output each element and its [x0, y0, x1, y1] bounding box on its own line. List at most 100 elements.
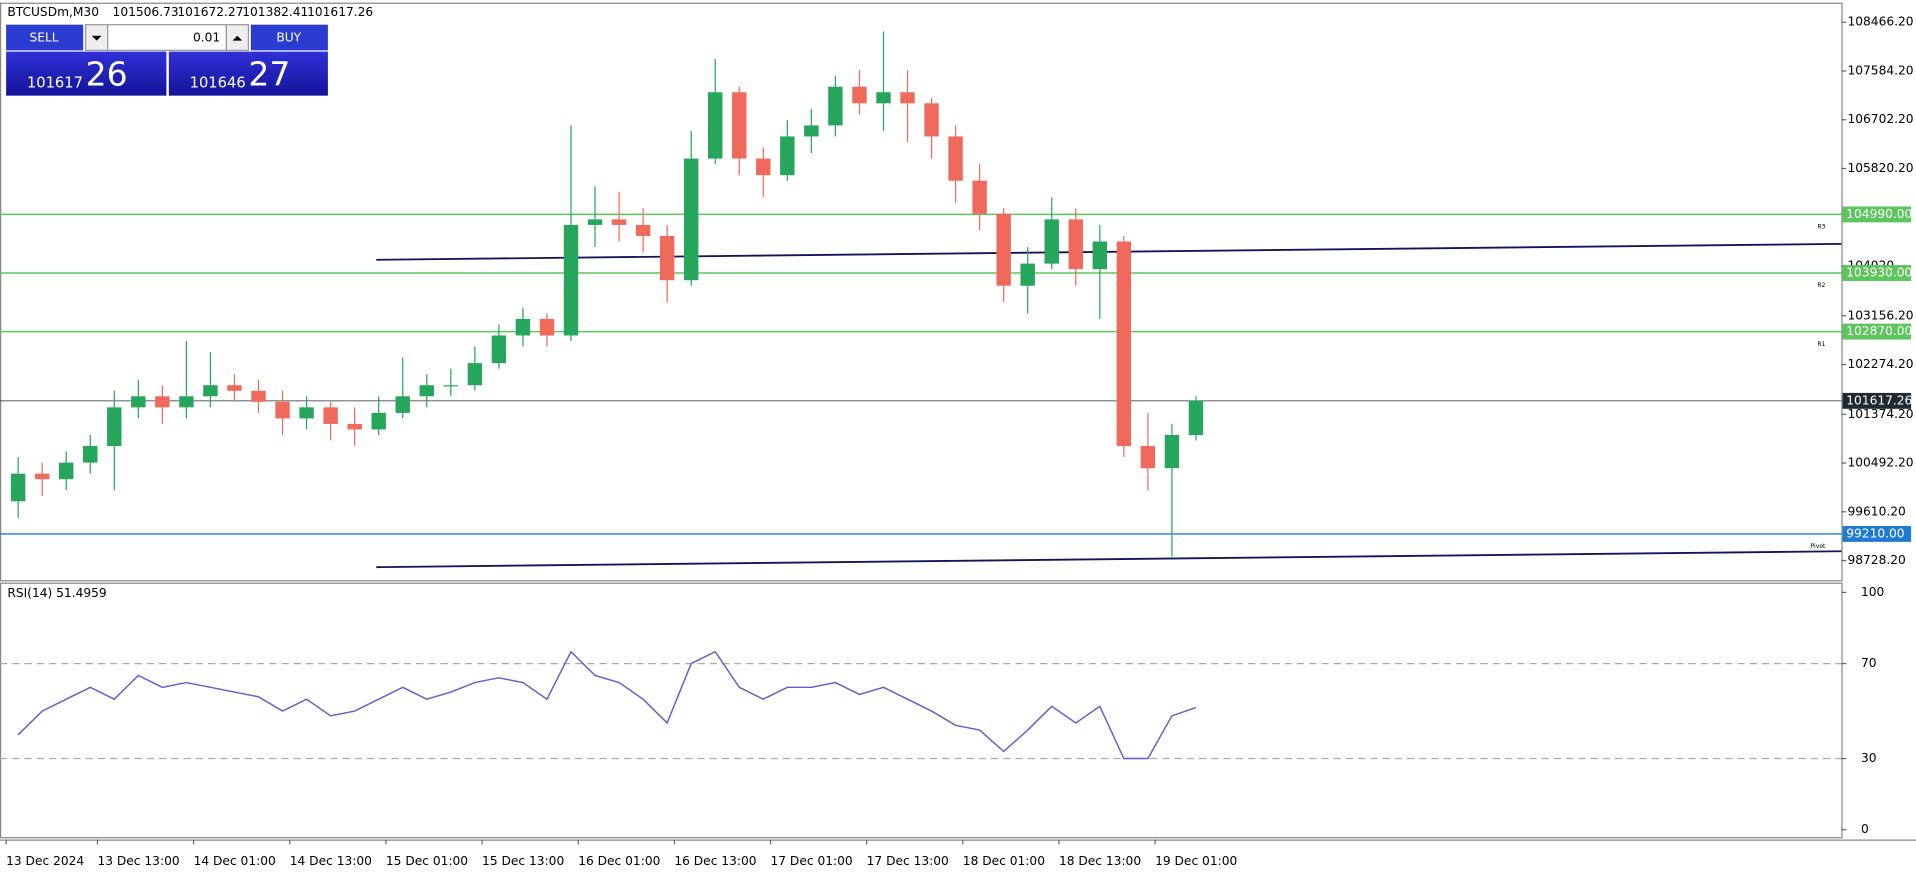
level-label: 102870.00 — [1846, 324, 1912, 338]
candle-body — [876, 92, 891, 104]
y-tick-label: 106702.20 — [1847, 112, 1913, 126]
buy-label[interactable]: BUY — [276, 31, 301, 45]
x-tick-label: 14 Dec 13:00 — [290, 854, 372, 868]
trendline — [376, 242, 1842, 261]
level-label: 101617.26 — [1846, 393, 1912, 407]
x-tick-label: 16 Dec 01:00 — [578, 854, 660, 868]
candle-body — [371, 412, 386, 430]
candle-body — [924, 103, 939, 137]
candle-body — [900, 92, 915, 104]
level-label-box — [1842, 323, 1912, 340]
rsi-tick-label: 0 — [1861, 822, 1869, 836]
candle-body — [1020, 263, 1035, 286]
candle-body — [683, 158, 699, 281]
bid-pips[interactable]: 26 — [86, 55, 128, 94]
candle-body — [131, 396, 146, 408]
candle-body — [323, 407, 338, 424]
y-tick-label: 107584.20 — [1847, 63, 1913, 77]
volume-value[interactable]: 0.01 — [193, 31, 220, 45]
level-label-box — [1842, 525, 1912, 542]
x-tick-label: 17 Dec 13:00 — [867, 854, 949, 868]
y-tick-label: 103156.20 — [1847, 308, 1913, 322]
x-tick-label: 17 Dec 01:00 — [771, 854, 853, 868]
sell-button[interactable] — [6, 24, 84, 51]
level-label: 104990.00 — [1846, 207, 1912, 221]
ohlc-open: 101506.73 — [113, 5, 179, 19]
trendline — [376, 550, 1842, 569]
candle-body — [756, 158, 771, 176]
y-tick-label: 98728.20 — [1847, 553, 1905, 567]
level-name: Pivot — [1810, 543, 1826, 550]
y-tick-label: 100492.20 — [1847, 456, 1913, 470]
ask-pips[interactable]: 27 — [248, 55, 290, 94]
candle-body — [515, 318, 531, 336]
candle-body — [852, 86, 867, 104]
rsi-tick-label: 30 — [1861, 751, 1877, 765]
x-tick-label: 18 Dec 01:00 — [963, 854, 1045, 868]
level-label-box — [1842, 265, 1912, 281]
bid-box[interactable] — [6, 51, 167, 96]
ask-main[interactable]: 101646 — [190, 74, 246, 91]
candle-body — [828, 86, 843, 126]
candle-body — [659, 235, 675, 281]
candle-body — [1092, 241, 1108, 270]
ohlc-low: 101382.41 — [242, 5, 308, 19]
level-label: 99210.00 — [1846, 526, 1904, 540]
ohlc-close: 101617.26 — [307, 5, 373, 19]
rsi-title: RSI(14) 51.4959 — [7, 586, 106, 600]
level-name: R2 — [1817, 282, 1825, 289]
candle-body — [443, 385, 459, 387]
candle-body — [996, 213, 1011, 286]
y-tick-label: 108466.20 — [1847, 15, 1913, 29]
candle-body — [251, 390, 266, 402]
candle-body — [972, 180, 987, 214]
rsi-tick-label: 70 — [1861, 656, 1877, 670]
candle-body — [1140, 446, 1156, 469]
x-tick-label: 13 Dec 13:00 — [97, 854, 179, 868]
x-tick-label: 19 Dec 01:00 — [1155, 854, 1237, 868]
ask-box[interactable] — [168, 51, 328, 96]
candle-body — [83, 446, 98, 463]
rsi-tick-label: 100 — [1861, 585, 1884, 599]
x-tick-label: 16 Dec 13:00 — [674, 854, 756, 868]
candle-body — [1068, 219, 1083, 270]
y-tick-label: 105820.20 — [1847, 161, 1913, 175]
candle-body — [1044, 219, 1059, 264]
symbol: BTCUSDm,M30 — [7, 5, 99, 19]
level-label: 103930.00 — [1846, 266, 1912, 280]
level-label-box — [1842, 206, 1912, 223]
buy-button[interactable] — [250, 24, 328, 51]
x-tick-label: 14 Dec 01:00 — [194, 854, 276, 868]
sell-label[interactable]: SELL — [29, 31, 58, 45]
candle-body — [539, 318, 555, 336]
candle-body — [34, 473, 50, 480]
candle-body — [635, 224, 651, 236]
candle-body — [563, 224, 579, 336]
down-arrow — [91, 35, 102, 41]
candle-body — [467, 363, 483, 386]
rsi-panel — [0, 582, 1843, 839]
candle-body — [491, 335, 507, 364]
x-tick-label: 18 Dec 13:00 — [1059, 854, 1141, 868]
candle-body — [395, 396, 410, 413]
candle-body — [1116, 241, 1132, 447]
candle-body — [780, 136, 795, 176]
x-tick-label: 15 Dec 01:00 — [386, 854, 468, 868]
candle-body — [155, 396, 170, 408]
x-tick-label: 15 Dec 13:00 — [482, 854, 564, 868]
candle-body — [179, 396, 194, 408]
candle-body — [611, 219, 627, 225]
y-tick-label: 99610.20 — [1847, 504, 1905, 518]
candle-body — [299, 407, 314, 419]
candle-body — [107, 407, 122, 447]
level-name: R3 — [1817, 224, 1825, 231]
level-label-box — [1842, 392, 1912, 409]
y-tick-label: 101374.20 — [1847, 407, 1913, 421]
bid-main[interactable]: 101617 — [27, 74, 83, 91]
candle-body — [948, 136, 963, 181]
candle-body — [708, 92, 723, 159]
price-panel — [0, 2, 1843, 582]
candle-body — [203, 385, 218, 397]
y-tick-label: 102274.20 — [1847, 357, 1913, 371]
